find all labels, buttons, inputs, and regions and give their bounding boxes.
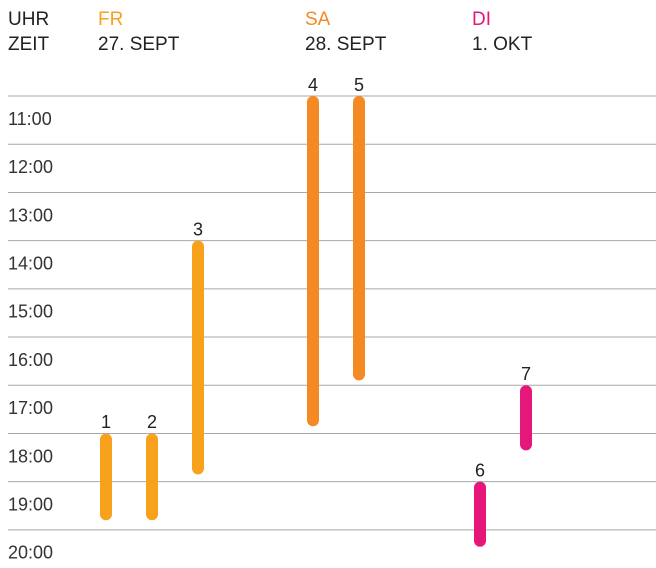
axis-label: UHR bbox=[8, 9, 49, 30]
day-label: SA bbox=[305, 9, 331, 30]
event-bar bbox=[192, 240, 204, 475]
event-bar bbox=[100, 433, 112, 521]
y-tick-label: 11:00 bbox=[8, 109, 52, 129]
date-label: 1. OKT bbox=[472, 34, 533, 55]
day-label: FR bbox=[98, 9, 123, 30]
y-tick-label: 16:00 bbox=[8, 350, 53, 370]
y-tick-label: 17:00 bbox=[8, 398, 53, 418]
y-tick-label: 20:00 bbox=[8, 543, 53, 563]
event-bar bbox=[474, 481, 486, 547]
y-tick-label: 19:00 bbox=[8, 495, 53, 515]
y-tick-label: 15:00 bbox=[8, 302, 53, 322]
date-label: 28. SEPT bbox=[305, 34, 387, 55]
event-bar bbox=[520, 385, 532, 451]
y-tick-label: 13:00 bbox=[8, 205, 53, 225]
event-bar bbox=[307, 96, 319, 427]
event-label: 2 bbox=[147, 412, 157, 432]
date-label: 27. SEPT bbox=[98, 34, 180, 55]
event-label: 1 bbox=[101, 412, 111, 432]
y-tick-label: 12:00 bbox=[8, 157, 53, 177]
y-tick-label: 18:00 bbox=[8, 446, 53, 466]
axis-label: ZEIT bbox=[8, 34, 50, 55]
day-label: DI bbox=[472, 9, 491, 30]
event-label: 4 bbox=[308, 75, 318, 95]
event-bar bbox=[353, 96, 365, 381]
event-bar bbox=[146, 433, 158, 521]
event-label: 3 bbox=[193, 219, 203, 239]
event-label: 7 bbox=[521, 364, 531, 384]
y-tick-label: 14:00 bbox=[8, 254, 53, 274]
event-label: 6 bbox=[475, 460, 485, 480]
event-label: 5 bbox=[354, 75, 364, 95]
